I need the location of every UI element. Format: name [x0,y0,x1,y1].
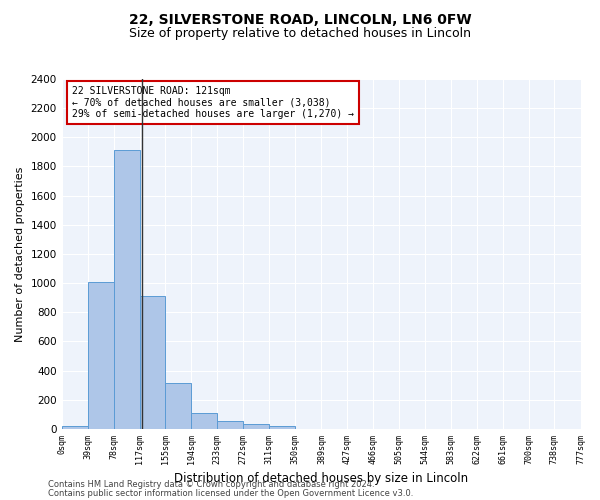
Text: Contains public sector information licensed under the Open Government Licence v3: Contains public sector information licen… [48,488,413,498]
Bar [243,424,269,429]
Bar [114,150,140,429]
X-axis label: Distribution of detached houses by size in Lincoln: Distribution of detached houses by size … [174,472,468,485]
Bar [62,426,88,429]
Bar [165,383,191,429]
Bar [191,413,217,429]
Text: Size of property relative to detached houses in Lincoln: Size of property relative to detached ho… [129,28,471,40]
Text: 22 SILVERSTONE ROAD: 121sqm
← 70% of detached houses are smaller (3,038)
29% of : 22 SILVERSTONE ROAD: 121sqm ← 70% of det… [72,86,354,119]
Text: Contains HM Land Registry data © Crown copyright and database right 2024.: Contains HM Land Registry data © Crown c… [48,480,374,489]
Bar [140,296,165,429]
Text: 22, SILVERSTONE ROAD, LINCOLN, LN6 0FW: 22, SILVERSTONE ROAD, LINCOLN, LN6 0FW [128,12,472,26]
Bar [269,426,295,429]
Bar [217,421,243,429]
Y-axis label: Number of detached properties: Number of detached properties [15,166,25,342]
Bar [88,282,114,429]
